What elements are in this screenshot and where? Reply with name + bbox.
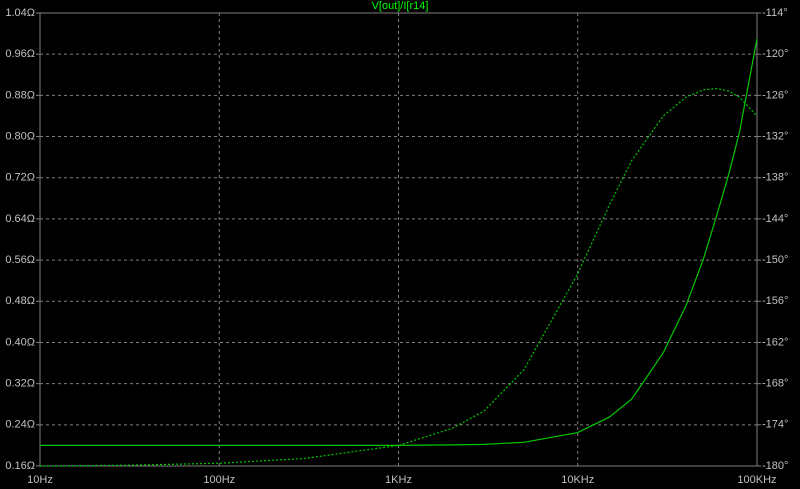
y2-tick-label: -180° bbox=[762, 460, 788, 472]
y2-tick-label: -120° bbox=[762, 48, 788, 60]
y-tick-label: 1.04Ω bbox=[5, 7, 35, 19]
x-tick-label: 100Hz bbox=[203, 474, 235, 486]
chart-title: V[out]/I[r14] bbox=[372, 0, 429, 12]
y2-tick-label: -144° bbox=[762, 213, 788, 225]
y2-tick-label: -150° bbox=[762, 254, 788, 266]
y-tick-label: 0.80Ω bbox=[5, 130, 35, 142]
x-tick-label: 10Hz bbox=[27, 474, 53, 486]
y2-tick-label: -168° bbox=[762, 378, 788, 390]
y-tick-label: 0.64Ω bbox=[5, 213, 35, 225]
y2-tick-label: -162° bbox=[762, 336, 788, 348]
y2-tick-label: -114° bbox=[762, 7, 788, 19]
y2-tick-label: -126° bbox=[762, 89, 788, 101]
x-tick-label: 10KHz bbox=[561, 474, 594, 486]
y2-tick-label: -138° bbox=[762, 172, 788, 184]
y-tick-label: 0.16Ω bbox=[5, 460, 35, 472]
x-tick-label: 100KHz bbox=[737, 474, 776, 486]
y2-tick-label: -156° bbox=[762, 295, 788, 307]
y-tick-label: 0.48Ω bbox=[5, 295, 35, 307]
y-tick-label: 0.32Ω bbox=[5, 378, 35, 390]
series-line bbox=[40, 38, 758, 447]
y2-tick-label: -132° bbox=[762, 130, 788, 142]
y2-tick-label: -174° bbox=[762, 419, 788, 431]
series-line bbox=[39, 87, 758, 467]
y-tick-label: 0.56Ω bbox=[5, 254, 35, 266]
y-tick-label: 0.72Ω bbox=[5, 172, 35, 184]
x-tick-label: 1KHz bbox=[385, 474, 412, 486]
y-tick-label: 0.88Ω bbox=[5, 89, 35, 101]
y-tick-label: 0.40Ω bbox=[5, 336, 35, 348]
y-tick-label: 0.96Ω bbox=[5, 48, 35, 60]
y-tick-label: 0.24Ω bbox=[5, 419, 35, 431]
